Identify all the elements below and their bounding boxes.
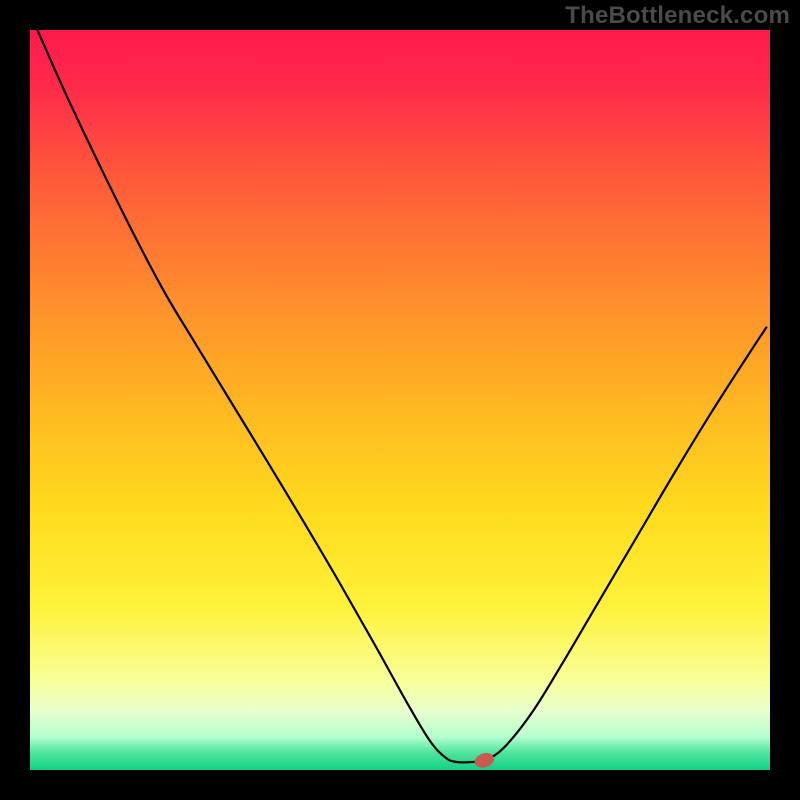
watermark-text: TheBottleneck.com	[565, 2, 790, 30]
chart-svg	[30, 30, 770, 770]
chart-background	[30, 30, 770, 770]
chart-plot-area	[30, 30, 770, 770]
